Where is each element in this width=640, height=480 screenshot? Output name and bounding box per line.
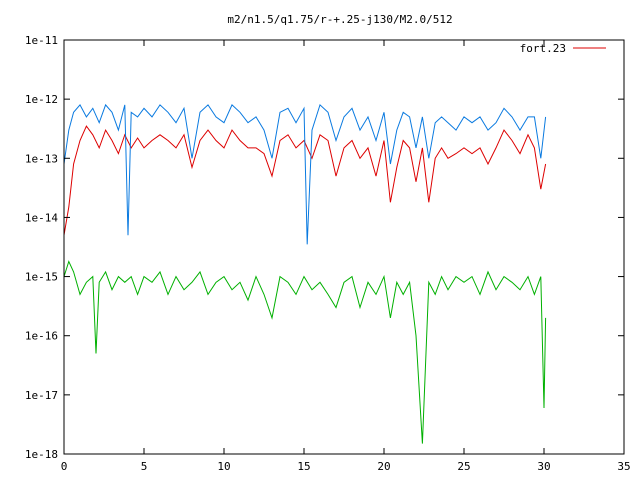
y-tick-label: 1e-18 bbox=[25, 448, 58, 461]
x-tick-label: 30 bbox=[537, 460, 550, 473]
y-tick-label: 1e-14 bbox=[25, 211, 58, 224]
legend: fort.23 bbox=[520, 42, 606, 55]
chart-title: m2/n1.5/q1.75/r-+.25-j130/M2.0/512 bbox=[227, 13, 452, 26]
y-tick-label: 1e-16 bbox=[25, 330, 58, 343]
y-tick-label: 1e-17 bbox=[25, 389, 58, 402]
y-tick-label: 1e-13 bbox=[25, 152, 58, 165]
series-layer bbox=[63, 103, 547, 444]
x-tick-label: 10 bbox=[217, 460, 230, 473]
series-line-1 bbox=[63, 103, 547, 245]
legend-label-fort-23: fort.23 bbox=[520, 42, 566, 55]
y-tick-label: 1e-11 bbox=[25, 34, 58, 47]
x-tick-label: 25 bbox=[457, 460, 470, 473]
series-line-0 bbox=[63, 125, 547, 236]
axis-ticks: 0 5 10 15 20 25 30 35 1e-18 1e-17 1e-16 1e-15 1e-14 1… bbox=[25, 34, 631, 473]
x-tick-label: 0 bbox=[61, 460, 68, 473]
x-tick-label: 35 bbox=[617, 460, 630, 473]
series-line-2 bbox=[63, 260, 547, 444]
x-tick-label: 20 bbox=[377, 460, 390, 473]
y-tick-label: 1e-15 bbox=[25, 271, 58, 284]
x-tick-label: 5 bbox=[141, 460, 148, 473]
plot-frame bbox=[63, 39, 625, 455]
y-tick-label: 1e-12 bbox=[25, 93, 58, 106]
x-tick-label: 15 bbox=[297, 460, 310, 473]
